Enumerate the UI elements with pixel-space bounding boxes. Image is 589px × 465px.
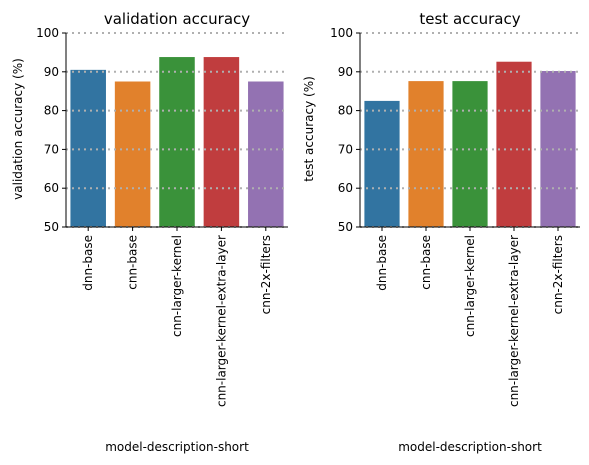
- x-tick-label: cnn-larger-kernel-extra-layer: [214, 235, 228, 407]
- bar-cnn-larger-kernel: [452, 81, 488, 227]
- x-tick-label: cnn-larger-kernel-extra-layer: [507, 235, 521, 407]
- y-tick-label: 70: [44, 142, 59, 156]
- y-tick-label: 70: [338, 142, 353, 156]
- x-tick-label: cnn-larger-kernel: [170, 235, 184, 337]
- x-tick-label: cnn-2x-filters: [259, 235, 273, 314]
- x-tick-label: cnn-larger-kernel: [463, 235, 477, 337]
- bar-cnn-2x-filters: [248, 81, 284, 227]
- y-tick-label: 60: [44, 181, 59, 195]
- test-accuracy-panel: test accuracy test accuracy (%) model-de…: [302, 10, 580, 454]
- bar-cnn-larger-kernel-extra-layer: [203, 57, 240, 227]
- y-tick-label: 80: [44, 104, 59, 118]
- bar-cnn-larger-kernel: [159, 57, 195, 227]
- chart-title: validation accuracy: [104, 10, 250, 28]
- bar-cnn-larger-kernel-extra-layer: [496, 61, 532, 227]
- chart-title: test accuracy: [419, 10, 520, 28]
- y-axis-label: test accuracy (%): [302, 76, 316, 182]
- x-tick-label: cnn-2x-filters: [551, 235, 565, 314]
- validation-accuracy-panel: validation accuracy validation accuracy …: [11, 10, 288, 454]
- x-tick-label: cnn-base: [419, 235, 433, 290]
- x-axis-label: model-description-short: [398, 440, 542, 454]
- y-tick-label: 60: [338, 181, 353, 195]
- y-tick-label: 100: [330, 26, 353, 40]
- y-tick-label: 90: [44, 65, 59, 79]
- bar-cnn-base: [114, 81, 151, 227]
- bar-dnn-base: [364, 100, 400, 227]
- x-tick-label: dnn-base: [81, 235, 95, 291]
- y-tick-label: 50: [44, 220, 59, 234]
- y-axis-label: validation accuracy (%): [11, 58, 25, 200]
- y-tick-label: 50: [338, 220, 353, 234]
- bar-cnn-base: [408, 81, 444, 227]
- y-tick-label: 90: [338, 65, 353, 79]
- y-tick-label: 80: [338, 104, 353, 118]
- x-axis-label: model-description-short: [105, 440, 249, 454]
- y-tick-label: 100: [36, 26, 59, 40]
- bar-dnn-base: [70, 69, 106, 227]
- x-tick-label: dnn-base: [375, 235, 389, 291]
- x-tick-label: cnn-base: [126, 235, 140, 290]
